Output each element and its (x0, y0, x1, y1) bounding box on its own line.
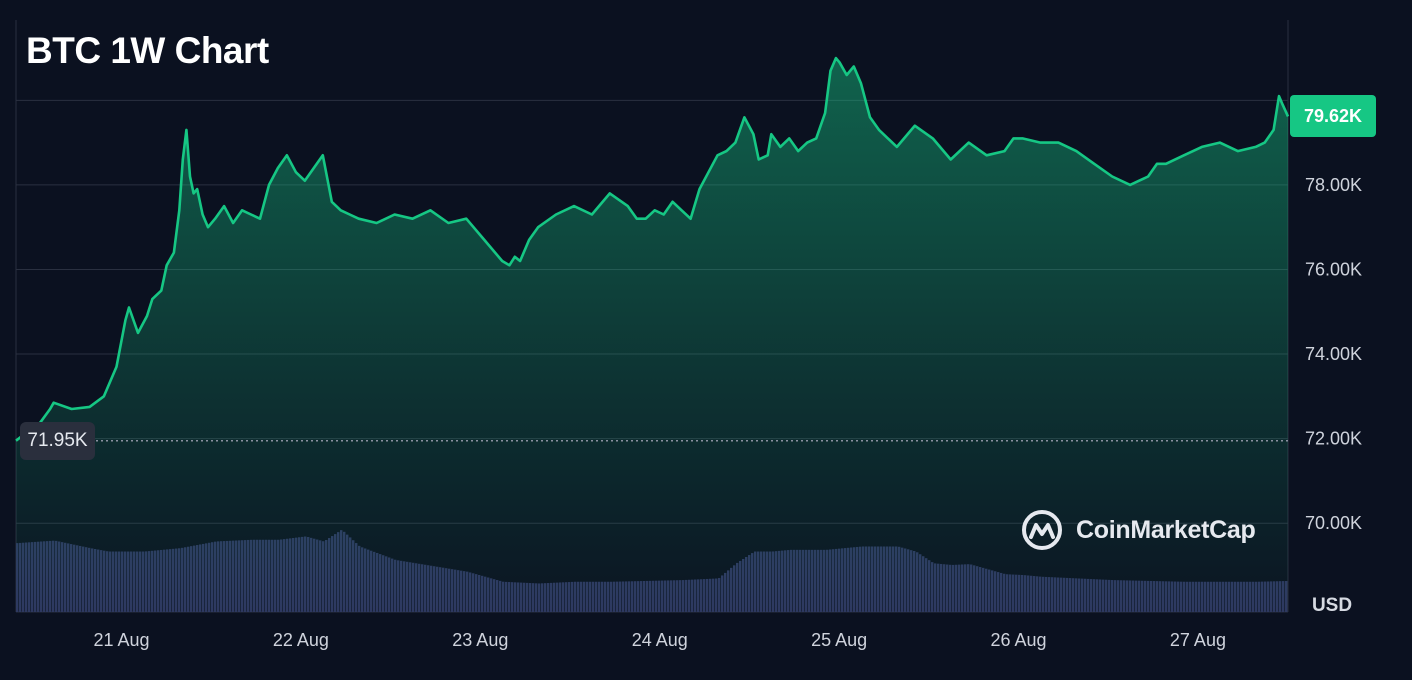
x-tick-label: 27 Aug (1170, 630, 1226, 650)
current-price-tag: 79.62K (1290, 95, 1376, 138)
coinmarketcap-watermark: CoinMarketCap (1020, 508, 1256, 552)
x-tick-label: 23 Aug (452, 630, 508, 650)
x-tick-label: 21 Aug (93, 630, 149, 650)
coinmarketcap-logo-icon (1022, 510, 1062, 550)
price-area-fill (16, 58, 1288, 613)
x-tick-label: 24 Aug (632, 630, 688, 650)
unit-label: USD (1312, 595, 1352, 616)
watermark-text: CoinMarketCap (1076, 515, 1256, 544)
y-tick-label: 74.00K (1305, 344, 1362, 364)
price-area (15, 56, 1290, 613)
chart-title: BTC 1W Chart (26, 30, 269, 71)
open-price-tag: 71.95K (20, 421, 95, 460)
y-axis-labels: 70.00K 72.00K 74.00K 76.00K 78.00K (1305, 175, 1362, 533)
y-tick-label: 72.00K (1305, 429, 1362, 449)
y-tick-label: 78.00K (1305, 175, 1362, 195)
x-axis-labels: 21 Aug 22 Aug 23 Aug 24 Aug 25 Aug 26 Aug 27 A… (93, 630, 1226, 650)
y-tick-label: 76.00K (1305, 259, 1362, 279)
x-tick-label: 25 Aug (811, 630, 867, 650)
x-tick-label: 26 Aug (991, 630, 1047, 650)
price-line (15, 56, 1290, 442)
y-tick-label: 70.00K (1305, 513, 1362, 533)
x-tick-label: 22 Aug (273, 630, 329, 650)
